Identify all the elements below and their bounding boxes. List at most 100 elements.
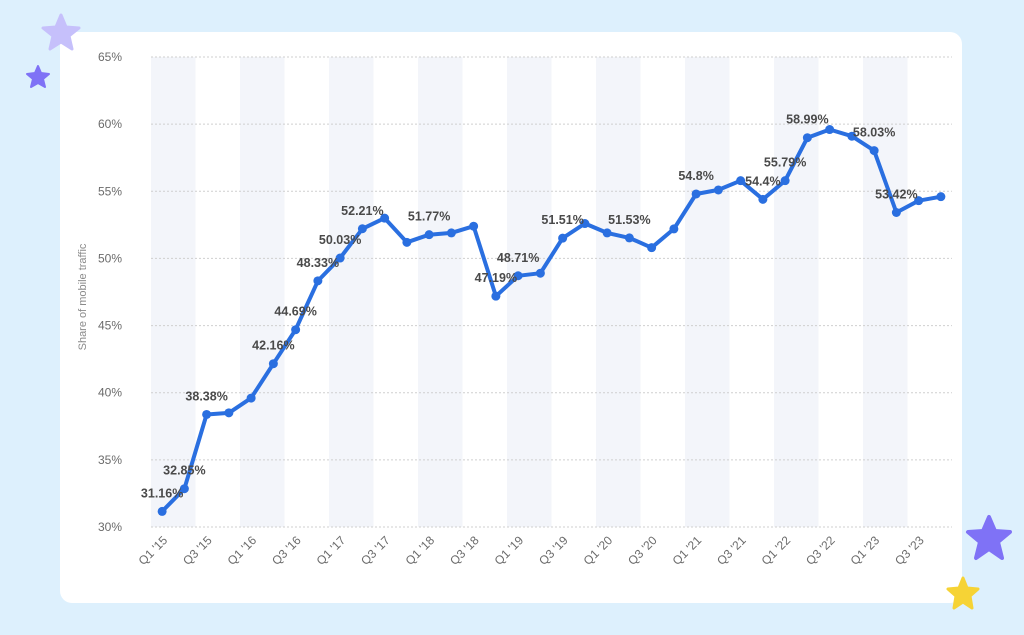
data-label: 54.8% <box>678 169 713 183</box>
data-point <box>335 253 345 263</box>
data-point <box>224 408 234 418</box>
background-band <box>596 57 641 527</box>
background-band <box>685 57 730 527</box>
data-point <box>758 194 768 204</box>
background-band <box>151 57 196 527</box>
data-label: 44.69% <box>274 305 316 319</box>
data-point <box>157 506 167 516</box>
data-label: 47.19% <box>475 271 517 285</box>
data-point <box>736 176 746 186</box>
y-tick-label: 55% <box>98 184 122 198</box>
data-point <box>669 224 679 234</box>
x-tick-label: Q3 '22 <box>803 533 838 568</box>
background-band <box>774 57 819 527</box>
y-tick-label: 40% <box>98 386 122 400</box>
data-point <box>424 230 434 240</box>
y-tick-label: 65% <box>98 50 122 64</box>
data-label: 54.4% <box>745 174 780 188</box>
data-label: 55.79% <box>764 156 806 170</box>
data-point <box>491 291 501 301</box>
data-point <box>580 219 590 229</box>
y-axis-label: Share of mobile traffic <box>77 243 89 350</box>
x-tick-label: Q1 '19 <box>492 533 527 568</box>
data-point <box>558 233 568 243</box>
data-point <box>780 176 790 186</box>
data-point <box>647 243 657 253</box>
background-bands <box>151 57 908 527</box>
data-label: 51.77% <box>408 210 450 224</box>
data-point <box>380 213 390 223</box>
x-tick-label: Q1 '15 <box>136 533 171 568</box>
star-icon <box>41 13 81 51</box>
star-icon <box>26 65 50 88</box>
data-point <box>469 221 479 231</box>
data-points <box>157 125 946 516</box>
x-tick-label: Q1 '18 <box>403 533 438 568</box>
x-tick-label: Q1 '23 <box>848 533 883 568</box>
x-axis-ticks: Q1 '15 Q3 '15 Q1 '16 Q3 '16 Q1 '17 Q3 '17 Q1 '… <box>136 533 927 568</box>
data-point <box>535 268 545 278</box>
data-label: 48.71% <box>497 251 539 265</box>
data-point <box>357 224 367 234</box>
data-label: 51.53% <box>608 213 650 227</box>
data-label: 42.16% <box>252 339 294 353</box>
data-point <box>713 185 723 195</box>
data-point <box>313 276 323 286</box>
x-tick-label: Q3 '17 <box>358 533 393 568</box>
background-band <box>329 57 374 527</box>
data-point <box>402 237 412 247</box>
background-band <box>240 57 285 527</box>
x-tick-label: Q1 '22 <box>759 533 794 568</box>
chart-card: 30% 35% 40% 45% 50% 55% 60% 65% Share of mobile… <box>60 32 962 603</box>
x-tick-label: Q3 '21 <box>714 533 749 568</box>
star-icon <box>966 515 1012 560</box>
data-point <box>624 233 634 243</box>
data-point <box>802 133 812 143</box>
data-label: 48.33% <box>297 256 339 270</box>
background-band <box>418 57 463 527</box>
y-tick-label: 50% <box>98 251 122 265</box>
x-tick-label: Q3 '23 <box>892 533 927 568</box>
x-tick-label: Q3 '15 <box>180 533 215 568</box>
x-tick-label: Q3 '18 <box>447 533 482 568</box>
data-point <box>446 228 456 238</box>
star-icon <box>946 576 980 610</box>
x-tick-label: Q1 '21 <box>670 533 705 568</box>
data-point <box>513 271 523 281</box>
data-point <box>291 325 301 335</box>
data-point <box>914 196 924 206</box>
y-tick-label: 60% <box>98 117 122 131</box>
data-label: 38.38% <box>185 389 227 403</box>
line-chart: 30% 35% 40% 45% 50% 55% 60% 65% Share of mobile… <box>77 50 952 568</box>
x-tick-label: Q1 '20 <box>581 533 616 568</box>
data-point <box>936 192 946 202</box>
data-point <box>891 208 901 218</box>
data-label: 32.85% <box>163 464 205 478</box>
data-label: 53.42% <box>875 188 917 202</box>
x-tick-label: Q3 '16 <box>269 533 304 568</box>
data-label: 31.16% <box>141 486 183 500</box>
x-tick-label: Q1 '17 <box>314 533 349 568</box>
data-point <box>202 409 212 419</box>
background-band <box>507 57 552 527</box>
data-label: 52.21% <box>341 204 383 218</box>
y-tick-label: 35% <box>98 453 122 467</box>
data-point <box>869 146 879 156</box>
x-tick-label: Q3 '19 <box>536 533 571 568</box>
data-label: 51.51% <box>541 213 583 227</box>
data-point <box>602 228 612 238</box>
data-point <box>691 189 701 199</box>
data-label: 50.03% <box>319 233 361 247</box>
y-tick-label: 45% <box>98 319 122 333</box>
data-point <box>179 484 189 494</box>
data-label: 58.99% <box>786 113 828 127</box>
x-tick-label: Q3 '20 <box>625 533 660 568</box>
data-point <box>268 359 278 369</box>
x-tick-label: Q1 '16 <box>225 533 260 568</box>
data-point <box>246 393 256 403</box>
background-band <box>863 57 908 527</box>
data-point <box>847 131 857 141</box>
data-label: 58.03% <box>853 126 895 140</box>
y-axis-ticks: 30% 35% 40% 45% 50% 55% 60% 65% <box>98 50 122 534</box>
y-tick-label: 30% <box>98 520 122 534</box>
